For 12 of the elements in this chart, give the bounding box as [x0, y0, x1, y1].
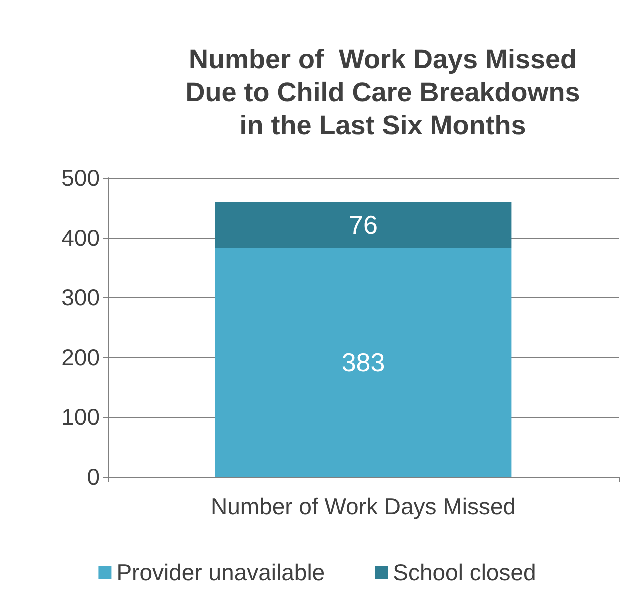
- y-tick-label: 200: [62, 344, 100, 370]
- y-tick-label: 100: [62, 404, 100, 430]
- x-tick-label: Number of Work Days Missed: [210, 494, 516, 520]
- y-tick-label: 300: [62, 284, 100, 311]
- data-label: 383: [342, 347, 386, 378]
- y-tick-label: 500: [62, 165, 100, 191]
- legend-label: School closed: [393, 560, 536, 586]
- y-tick-label: 0: [87, 464, 100, 490]
- data-label: 76: [349, 210, 378, 240]
- legend-label: Provider unavailable: [116, 560, 326, 586]
- chart-title: Number of Work Days Missed Due to Child Care Breakdowns in the Last Six Months: [186, 44, 580, 140]
- y-tick-label: 400: [62, 224, 100, 251]
